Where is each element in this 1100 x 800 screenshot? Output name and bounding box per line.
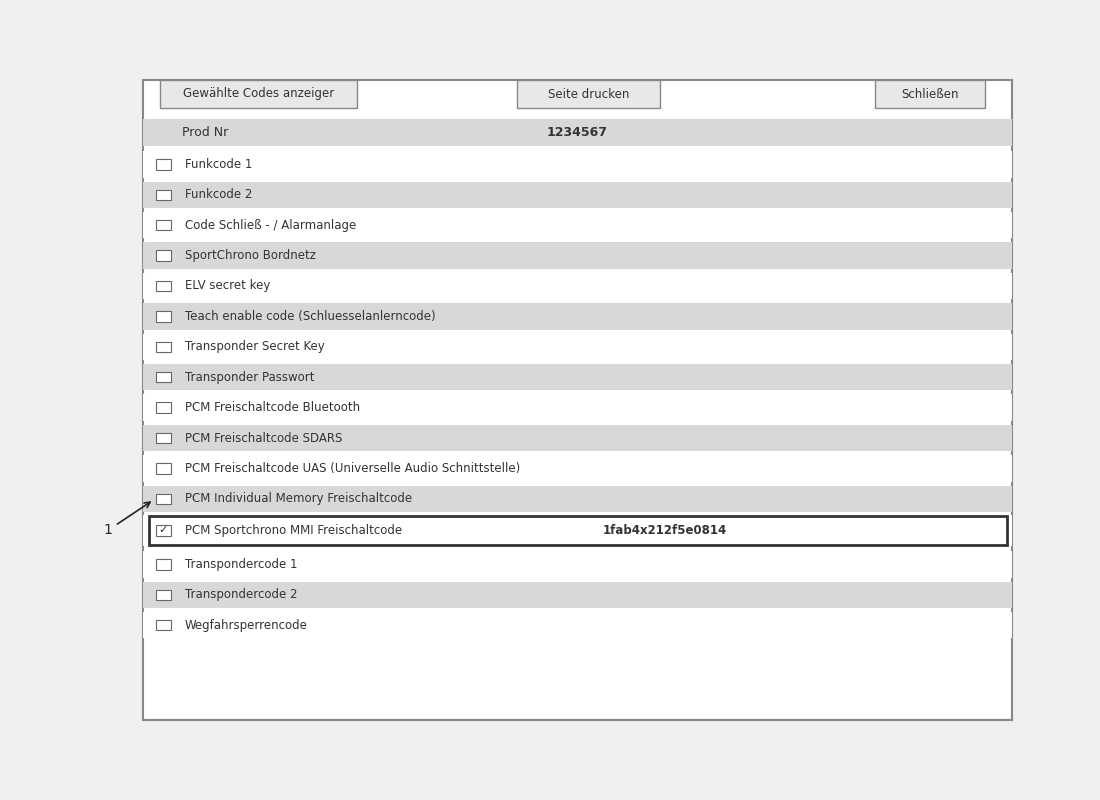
- Text: 1fab4x212f5e0814: 1fab4x212f5e0814: [603, 524, 726, 537]
- FancyBboxPatch shape: [143, 303, 1012, 330]
- Text: 1: 1: [103, 502, 150, 538]
- FancyBboxPatch shape: [143, 364, 1012, 390]
- Text: Schließen: Schließen: [901, 87, 958, 101]
- FancyBboxPatch shape: [156, 220, 170, 230]
- Text: Funkcode 2: Funkcode 2: [185, 188, 252, 202]
- Text: Code Schließ - / Alarmanlage: Code Schließ - / Alarmanlage: [185, 218, 356, 232]
- FancyBboxPatch shape: [160, 80, 358, 108]
- FancyBboxPatch shape: [143, 334, 1012, 360]
- FancyBboxPatch shape: [156, 463, 170, 474]
- Text: Funkcode 1: Funkcode 1: [185, 158, 252, 171]
- Text: PCM Freischaltcode UAS (Universelle Audio Schnittstelle): PCM Freischaltcode UAS (Universelle Audi…: [185, 462, 520, 475]
- FancyBboxPatch shape: [143, 455, 1012, 482]
- FancyBboxPatch shape: [143, 80, 1012, 720]
- FancyBboxPatch shape: [143, 242, 1012, 269]
- Text: PCM Sportchrono MMI Freischaltcode: PCM Sportchrono MMI Freischaltcode: [185, 524, 402, 537]
- Text: Transpondercode 2: Transpondercode 2: [185, 588, 297, 602]
- FancyBboxPatch shape: [156, 433, 170, 443]
- FancyBboxPatch shape: [156, 402, 170, 413]
- FancyBboxPatch shape: [143, 425, 1012, 451]
- FancyBboxPatch shape: [156, 342, 170, 352]
- Text: ELV secret key: ELV secret key: [185, 279, 271, 293]
- FancyBboxPatch shape: [143, 273, 1012, 299]
- FancyBboxPatch shape: [143, 119, 1012, 146]
- FancyBboxPatch shape: [874, 80, 984, 108]
- Text: Seite drucken: Seite drucken: [548, 87, 629, 101]
- FancyBboxPatch shape: [143, 151, 1012, 178]
- FancyBboxPatch shape: [156, 281, 170, 291]
- FancyBboxPatch shape: [143, 551, 1012, 578]
- Text: a passion for parts since 1985: a passion for parts since 1985: [492, 379, 872, 613]
- FancyBboxPatch shape: [517, 80, 660, 108]
- FancyBboxPatch shape: [143, 212, 1012, 238]
- Text: SportChrono Bordnetz: SportChrono Bordnetz: [185, 249, 316, 262]
- FancyBboxPatch shape: [156, 620, 170, 630]
- FancyBboxPatch shape: [156, 525, 170, 536]
- Text: Gewählte Codes anzeiger: Gewählte Codes anzeiger: [183, 87, 334, 101]
- FancyBboxPatch shape: [156, 190, 170, 200]
- FancyBboxPatch shape: [143, 612, 1012, 638]
- Text: Transponder Passwort: Transponder Passwort: [185, 370, 315, 384]
- FancyBboxPatch shape: [156, 590, 170, 600]
- FancyBboxPatch shape: [143, 582, 1012, 608]
- Text: Transponder Secret Key: Transponder Secret Key: [185, 340, 324, 354]
- Text: Transpondercode 1: Transpondercode 1: [185, 558, 297, 571]
- FancyBboxPatch shape: [143, 486, 1012, 512]
- FancyBboxPatch shape: [156, 559, 170, 570]
- Text: Prod Nr: Prod Nr: [182, 126, 228, 139]
- FancyBboxPatch shape: [156, 250, 170, 261]
- FancyBboxPatch shape: [156, 159, 170, 170]
- Text: PCM Individual Memory Freischaltcode: PCM Individual Memory Freischaltcode: [185, 492, 411, 506]
- FancyBboxPatch shape: [148, 516, 1006, 545]
- FancyBboxPatch shape: [156, 372, 170, 382]
- FancyBboxPatch shape: [156, 311, 170, 322]
- Text: Wegfahrsperrencode: Wegfahrsperrencode: [185, 618, 308, 632]
- Text: 1234567: 1234567: [547, 126, 608, 139]
- FancyBboxPatch shape: [156, 494, 170, 504]
- FancyBboxPatch shape: [143, 515, 1012, 546]
- FancyBboxPatch shape: [143, 394, 1012, 421]
- Text: ✓: ✓: [158, 526, 168, 535]
- Text: Teach enable code (Schluesselanlerncode): Teach enable code (Schluesselanlerncode): [185, 310, 436, 323]
- FancyBboxPatch shape: [143, 182, 1012, 208]
- Text: PCM Freischaltcode Bluetooth: PCM Freischaltcode Bluetooth: [185, 401, 360, 414]
- Text: PCM Freischaltcode SDARS: PCM Freischaltcode SDARS: [185, 431, 342, 445]
